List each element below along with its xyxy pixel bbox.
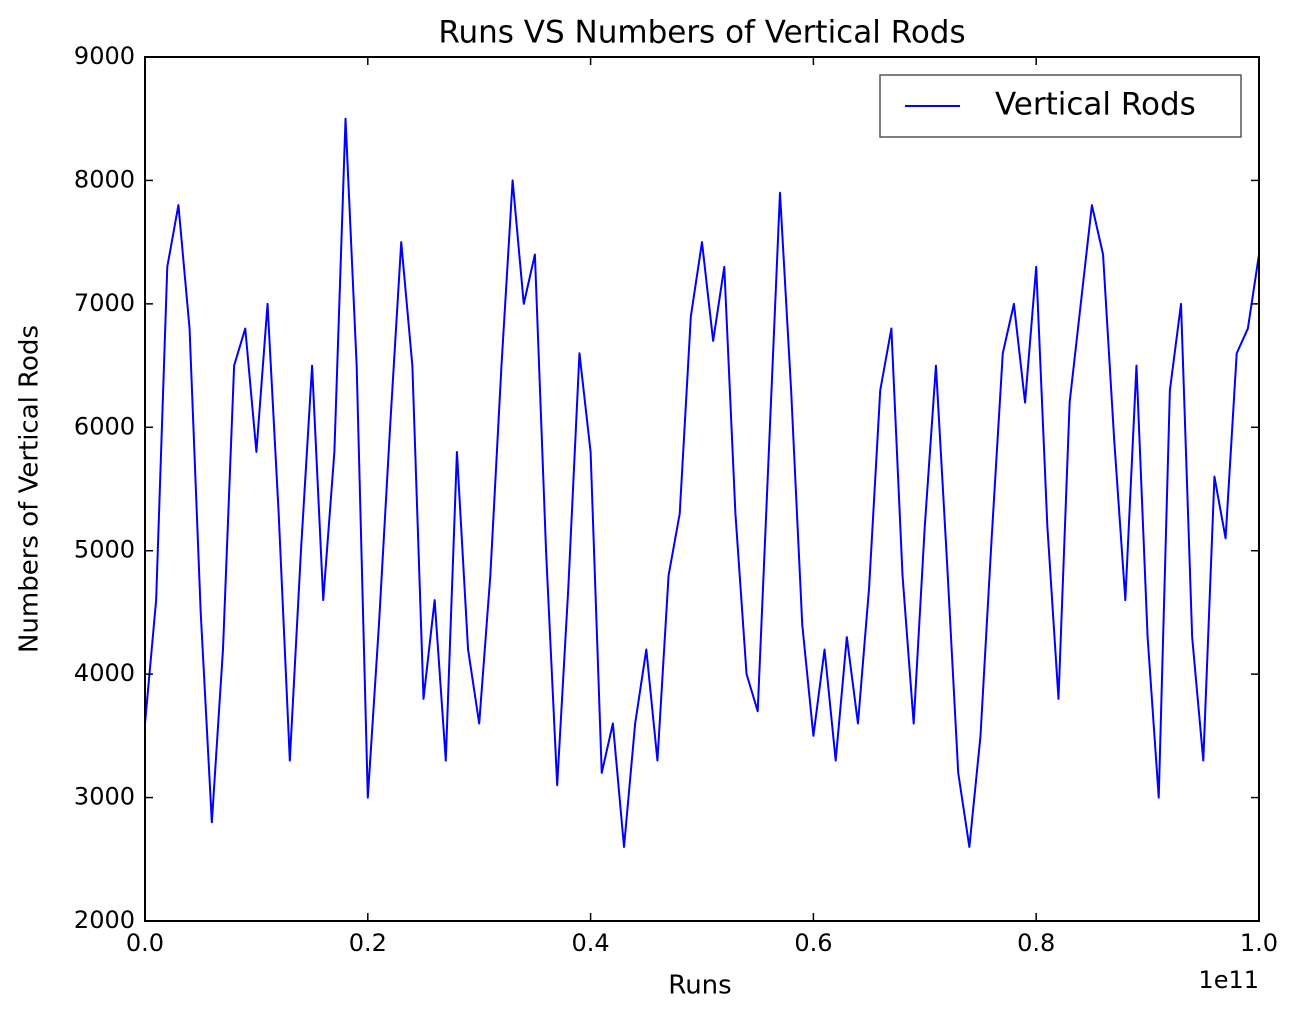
y-axis-label: Numbers of Vertical Rods [15,325,45,653]
x-offset-label: 1e11 [1198,966,1259,994]
data-line [144,117,1260,848]
plot-frame [144,56,1260,922]
x-tick-label: 0.6 [794,929,832,957]
y-tick-label: 8000 [74,165,135,193]
x-tick-label: 0.8 [1017,929,1055,957]
y-tick-label: 6000 [74,412,135,440]
x-tick-label: 0.0 [126,929,164,957]
y-tick-label: 5000 [74,536,135,564]
x-axis-label: Runs [668,971,731,1001]
x-tick-label: 1.0 [1240,929,1278,957]
legend-label: Vertical Rods [995,87,1196,123]
y-tick-label: 2000 [74,906,135,934]
chart-title: Runs VS Numbers of Vertical Rods [438,15,965,51]
y-tick-label: 3000 [74,783,135,811]
y-tick-label: 9000 [74,42,135,70]
x-tick-label: 0.2 [349,929,387,957]
x-tick-label: 0.4 [572,929,610,957]
y-tick-label: 7000 [74,289,135,317]
y-tick-label: 4000 [74,659,135,687]
